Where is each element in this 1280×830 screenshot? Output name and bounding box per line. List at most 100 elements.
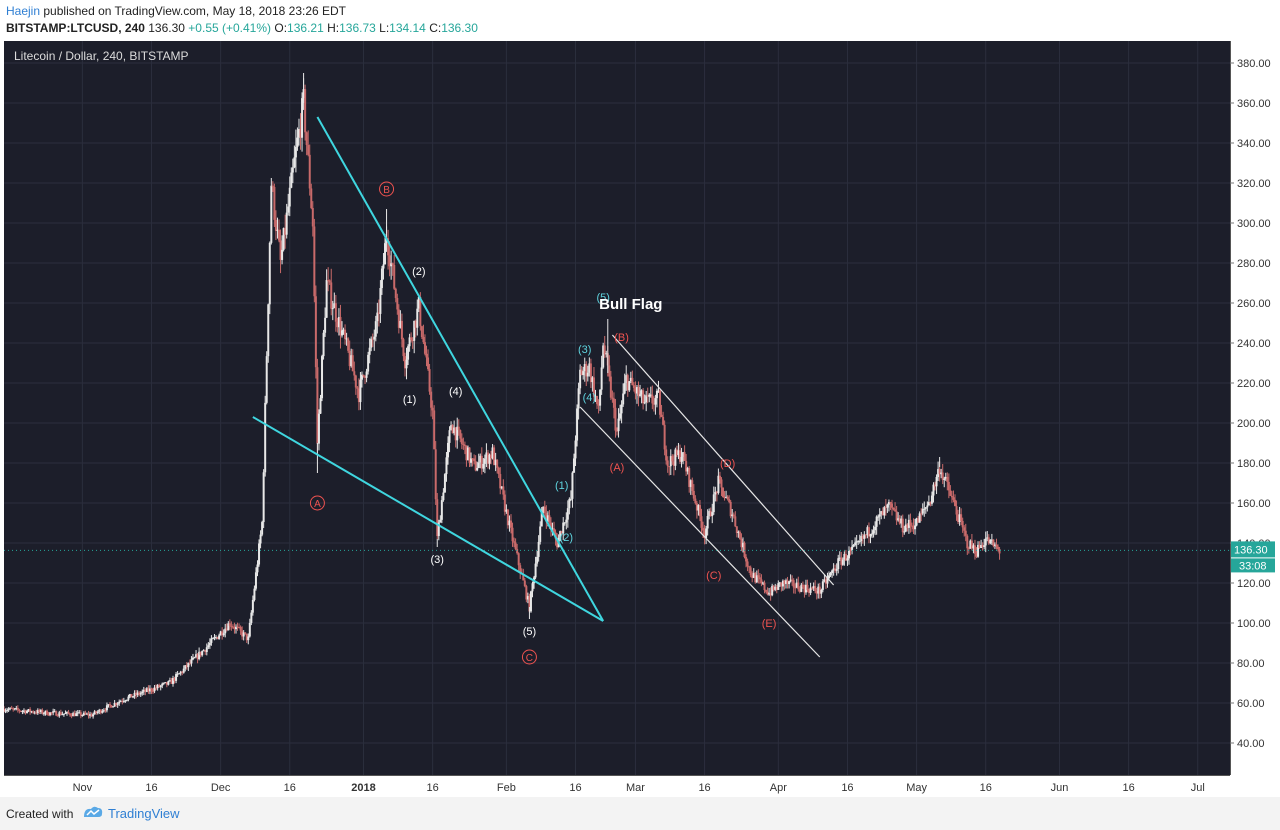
candle-body <box>290 172 293 188</box>
candle-body <box>437 522 440 537</box>
candle-body <box>803 587 806 593</box>
header-bar: Haejin published on TradingView.com, May… <box>0 0 1280 40</box>
candle-body <box>975 553 978 557</box>
tradingview-logo-icon[interactable] <box>82 805 104 824</box>
candle-body <box>294 146 297 158</box>
candle-body <box>545 513 548 522</box>
candle-body <box>579 369 582 389</box>
candle-body <box>457 426 460 431</box>
candle-body <box>334 303 337 322</box>
wave-label: A <box>314 499 321 510</box>
price-tick-label: 380.00 <box>1237 58 1271 70</box>
candle-body <box>692 490 695 499</box>
candle-body <box>566 508 569 520</box>
candle-body <box>797 582 800 590</box>
candle-body <box>832 568 835 571</box>
candle-body <box>47 714 50 716</box>
candle-body <box>202 650 205 652</box>
candle-body <box>623 383 626 394</box>
candle-body <box>184 665 187 669</box>
wave-label: (4) <box>583 392 596 404</box>
candle-body <box>745 556 748 562</box>
candle-body <box>408 337 411 347</box>
candle-body <box>201 651 204 656</box>
candle-body <box>365 371 368 378</box>
candle-body <box>33 712 36 714</box>
candle-body <box>881 511 884 516</box>
candle-body <box>846 558 849 561</box>
candle-body <box>319 398 322 414</box>
candle-body <box>258 543 261 565</box>
candle-body <box>955 506 958 515</box>
candle-body <box>413 320 416 341</box>
wave-label: (C) <box>706 570 721 582</box>
candle-body <box>26 710 29 714</box>
candle-body <box>336 321 339 328</box>
candle-body <box>340 330 343 336</box>
candle-body <box>161 683 164 686</box>
countdown-badge <box>1231 558 1275 573</box>
candle-body <box>327 280 330 282</box>
candle-body <box>960 514 963 521</box>
candle-body <box>116 703 119 705</box>
candle-body <box>889 502 892 504</box>
tradingview-brand-link[interactable]: TradingView <box>108 806 180 821</box>
candle-body <box>503 494 506 512</box>
candle-body <box>221 631 224 636</box>
candle-body <box>73 713 76 717</box>
candle-body <box>815 591 818 594</box>
time-tick-label: 16 <box>569 782 581 794</box>
candle-body <box>878 514 881 517</box>
time-tick-label: Apr <box>770 782 787 794</box>
candle-body <box>219 631 222 636</box>
candle-body <box>463 444 466 446</box>
candle-body <box>420 326 423 338</box>
chart-area[interactable]: 380.00 360.00 340.00 320.00 300.00 280.00 260.… <box>4 41 1276 797</box>
candle-body <box>287 206 290 213</box>
wave-label: (A) <box>610 462 625 474</box>
candle-body <box>293 157 296 168</box>
candle-body <box>142 689 145 692</box>
candle-body <box>471 458 474 460</box>
candle-body <box>778 582 781 584</box>
time-tick-label: May <box>906 782 927 794</box>
candle-body <box>539 526 542 542</box>
candle-body <box>666 460 669 467</box>
candle-body <box>377 312 380 314</box>
candle-body <box>857 541 860 543</box>
candle-body <box>867 527 870 537</box>
candle-body <box>325 280 328 318</box>
candle-body <box>505 509 508 512</box>
candle-body <box>342 329 345 331</box>
candle-body <box>473 458 476 462</box>
candle-body <box>978 544 981 548</box>
wave-label: (2) <box>560 532 573 544</box>
candle-body <box>379 288 382 314</box>
price-tick-label: 320.00 <box>1237 178 1271 190</box>
candle-body <box>795 582 798 588</box>
wave-label: (B) <box>614 332 629 344</box>
open-value: 136.21 <box>287 21 324 35</box>
candle-body <box>817 586 820 594</box>
candle-body <box>643 402 646 404</box>
candle-body <box>187 662 190 668</box>
candle-body <box>231 626 234 628</box>
candle-body <box>276 229 279 231</box>
candle-body <box>427 357 430 370</box>
candle-body <box>38 710 41 712</box>
candle-body <box>761 582 764 584</box>
candle-body <box>113 703 116 707</box>
candle-body <box>170 680 173 684</box>
candle-body <box>995 544 998 547</box>
candle-body <box>516 549 519 554</box>
candle-body <box>337 317 340 328</box>
price-chart[interactable]: 380.00 360.00 340.00 320.00 300.00 280.00 260.… <box>4 41 1276 797</box>
candle-body <box>969 540 972 549</box>
price-tick-label: 280.00 <box>1237 258 1271 270</box>
candle-body <box>884 507 887 509</box>
candle-body <box>603 345 606 355</box>
candle-body <box>886 504 889 508</box>
candle-body <box>726 496 729 500</box>
price-tick-label: 100.00 <box>1237 618 1271 630</box>
author-link[interactable]: Haejin <box>6 4 41 18</box>
